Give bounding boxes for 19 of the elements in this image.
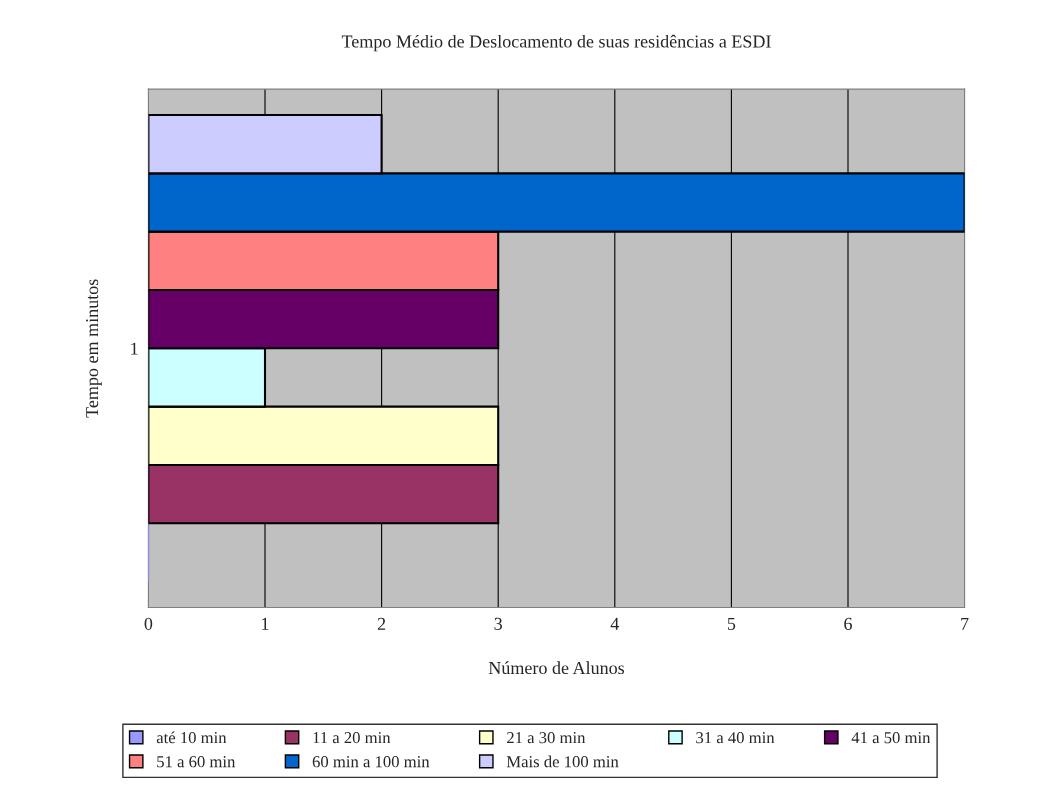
x-tick-label: 7 xyxy=(961,617,969,630)
chart-title: Tempo Médio de Deslocamento de suas residências a ESDI xyxy=(341,34,771,52)
x-tick-label: 5 xyxy=(727,617,736,630)
x-tick-label: 1 xyxy=(262,617,269,630)
legend-label: 60 min a 100 min xyxy=(312,756,430,768)
legend-label: 31 a 40 min xyxy=(696,732,775,744)
y-axis-title: Tempo em minutos xyxy=(86,279,102,418)
legend-label: 21 a 30 min xyxy=(507,732,586,744)
x-axis-title: Número de Alunos xyxy=(488,661,625,675)
legend-label: 11 a 20 min xyxy=(313,732,391,744)
legend-label: Mais de 100 min xyxy=(506,755,619,768)
x-tick-label: 0 xyxy=(144,617,153,630)
x-tick-label: 4 xyxy=(610,617,620,630)
x-tick-label: 6 xyxy=(844,617,852,630)
x-tick-label: 2 xyxy=(377,617,386,630)
x-tick-label: 3 xyxy=(494,617,503,630)
legend-label: até 10 min xyxy=(156,731,227,744)
legend-label: 41 a 50 min xyxy=(851,732,931,744)
legend-label: 51 a 60 min xyxy=(157,756,236,768)
